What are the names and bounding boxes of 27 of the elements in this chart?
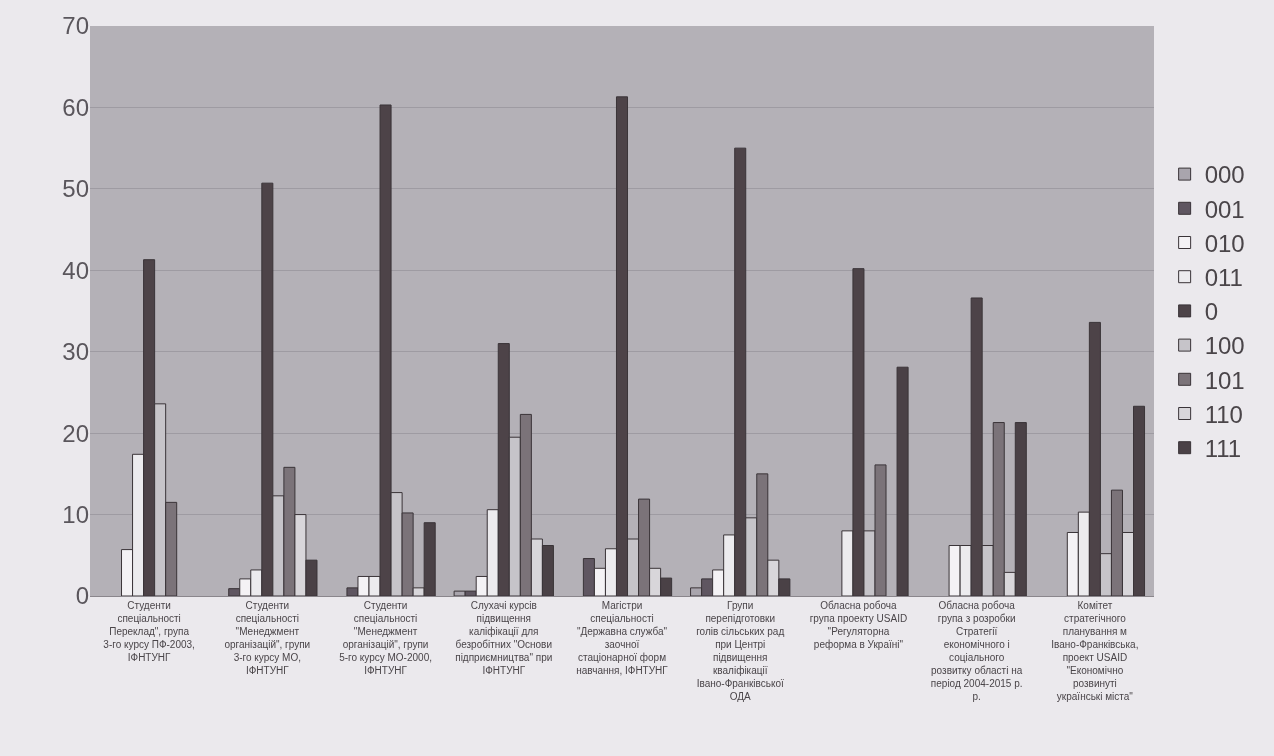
legend-label: 100 [1204,332,1245,360]
bar [896,366,909,596]
y-tick-label: 20 [62,419,89,447]
x-tick-label: Групи перепідготовки голів сільських рад при Центрі підвищення кваліфікації Івано-Франківської ОДА [696,600,785,702]
legend-label: 000 [1204,161,1245,189]
x-tick-label: Студенти спеціальності "Менеджмент організацій", групи 5-го курсу МО-2000, ІФНТУНГ [339,600,432,676]
y-tick-label: 30 [62,338,89,366]
legend-label: 101 [1204,366,1245,394]
y-tick-label: 0 [75,582,89,610]
legend-label: 010 [1204,229,1245,257]
x-tick-label: Студенти спеціальності "Менеджмент організацій", групи 3-го курсу МО, ІФНТУНГ [224,600,311,676]
y-tick-label: 40 [62,256,89,284]
legend-label: 001 [1204,195,1245,223]
legend-label: 111 [1204,435,1242,463]
y-tick-label: 10 [62,500,89,528]
x-tick-label: Магістри спеціальності "Державна служба" заочної стаціонарної форм навчання, ІФНТУНГ [576,600,669,676]
legend-label: 011 [1204,264,1243,292]
x-tick-label: Комітет стратегічного планування м Івано-Франківська, проект USAID "Економічно розвинуті українські міста" [1051,600,1139,702]
legend-label: 0 [1204,298,1218,326]
x-tick-label: Обласна робоча група з розробки Стратегії економічного і соціального розвитку області на період 2004-2015 р. р. [930,600,1023,702]
y-tick-label: 70 [62,12,89,40]
x-tick-label: Обласна робоча група проекту USAID "Регуляторна реформа в Україні" [809,600,908,650]
x-tick-label: Слухачі курсів підвищення каліфікації для безробітних "Основи підприємництва" при ІФНТУНГ [455,600,553,676]
x-tick-label: Студенти спеціальності Переклад", група 3-го курсу ПФ-2003, ІФНТУНГ [103,600,195,663]
y-tick-label: 50 [62,175,89,203]
y-tick-label: 60 [62,93,89,121]
legend-label: 110 [1204,400,1243,428]
